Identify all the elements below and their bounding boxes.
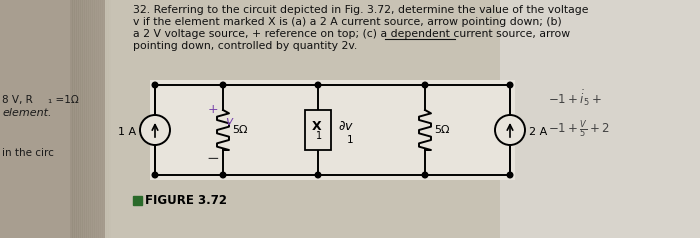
Circle shape xyxy=(152,172,158,178)
Bar xyxy=(80,0,83,238)
Text: 1 A: 1 A xyxy=(118,127,136,137)
Bar xyxy=(305,110,331,150)
Bar xyxy=(90,0,93,238)
Circle shape xyxy=(315,82,321,88)
Circle shape xyxy=(220,172,226,178)
Text: v: v xyxy=(225,115,232,128)
Bar xyxy=(82,0,85,238)
Text: X: X xyxy=(312,119,322,133)
Bar xyxy=(106,0,109,238)
Text: 5Ω: 5Ω xyxy=(232,125,248,135)
Text: −: − xyxy=(206,151,219,166)
Bar xyxy=(0,0,105,238)
Text: a 2 V voltage source, + reference on top; (c) a dependent current source, arrow: a 2 V voltage source, + reference on top… xyxy=(133,29,570,39)
Bar xyxy=(70,0,73,238)
Circle shape xyxy=(315,172,321,178)
Bar xyxy=(84,0,87,238)
Bar xyxy=(74,0,77,238)
Bar xyxy=(108,0,111,238)
Bar xyxy=(72,0,75,238)
Text: 2 A: 2 A xyxy=(529,127,547,137)
Text: pointing down, controlled by quantity 2v.: pointing down, controlled by quantity 2v… xyxy=(133,41,357,51)
Circle shape xyxy=(422,82,428,88)
Text: element.: element. xyxy=(2,108,52,118)
Text: $-1+\dot{i}_5+$: $-1+\dot{i}_5+$ xyxy=(548,88,601,108)
Circle shape xyxy=(495,115,525,145)
Bar xyxy=(104,0,107,238)
Circle shape xyxy=(508,82,513,88)
Bar xyxy=(88,0,91,238)
Text: v if the element marked X is (a) a 2 A current source, arrow pointing down; (b): v if the element marked X is (a) a 2 A c… xyxy=(133,17,561,27)
Bar xyxy=(86,0,89,238)
Bar xyxy=(100,0,103,238)
Circle shape xyxy=(508,172,513,178)
Text: 1: 1 xyxy=(346,135,354,145)
Text: $\partial v$: $\partial v$ xyxy=(338,120,354,134)
Circle shape xyxy=(220,82,226,88)
Text: in the circ: in the circ xyxy=(2,148,54,158)
Bar xyxy=(98,0,101,238)
Text: $-1+\frac{V}{5}+2$: $-1+\frac{V}{5}+2$ xyxy=(548,118,610,140)
Bar xyxy=(96,0,99,238)
Text: FIGURE 3.72: FIGURE 3.72 xyxy=(145,193,227,207)
Bar xyxy=(500,0,700,238)
Bar xyxy=(102,0,105,238)
Circle shape xyxy=(422,172,428,178)
Text: 5Ω: 5Ω xyxy=(434,125,449,135)
Circle shape xyxy=(152,82,158,88)
Text: ₁ =1Ω: ₁ =1Ω xyxy=(48,95,78,105)
Text: +: + xyxy=(208,103,218,116)
Circle shape xyxy=(140,115,170,145)
Text: 1: 1 xyxy=(316,131,322,141)
Bar xyxy=(133,196,142,205)
Bar xyxy=(150,80,515,180)
Bar xyxy=(78,0,81,238)
Text: 32. Referring to the circuit depicted in Fig. 3.72, determine the value of the v: 32. Referring to the circuit depicted in… xyxy=(133,5,589,15)
Bar xyxy=(92,0,95,238)
Text: 8 V, R: 8 V, R xyxy=(2,95,33,105)
Bar xyxy=(76,0,79,238)
Bar xyxy=(94,0,97,238)
